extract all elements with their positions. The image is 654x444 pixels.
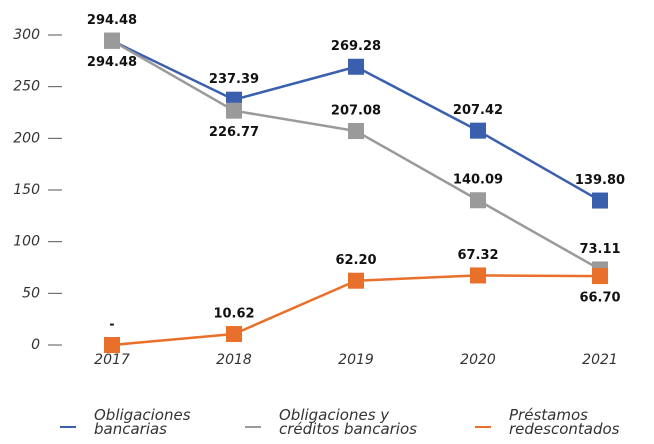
value-label: 62.20 bbox=[335, 253, 376, 268]
marker bbox=[348, 58, 364, 75]
marker bbox=[592, 192, 608, 209]
legend-item: Obligaciones y créditos bancarios bbox=[245, 398, 419, 438]
legend-label: Préstamos redescontados bbox=[509, 406, 620, 438]
marker bbox=[226, 326, 242, 343]
legend-swatch bbox=[60, 426, 76, 428]
value-label: 294.48 bbox=[87, 13, 137, 28]
x-tick-label: 2018 bbox=[216, 352, 252, 368]
value-label: 10.62 bbox=[213, 307, 254, 322]
value-label: 226.77 bbox=[209, 125, 259, 140]
marker bbox=[592, 268, 608, 285]
legend-label: Obligaciones bancarias bbox=[94, 406, 191, 438]
y-tick-label: 50 bbox=[22, 285, 40, 301]
value-label: 207.42 bbox=[453, 103, 503, 118]
value-label: 207.08 bbox=[331, 104, 381, 119]
legend-item: Obligaciones bancarias bbox=[60, 398, 234, 438]
legend-label: Obligaciones y créditos bancarios bbox=[279, 406, 417, 438]
y-tick-label: 150 bbox=[13, 182, 40, 198]
marker bbox=[104, 337, 120, 353]
marker bbox=[470, 122, 486, 139]
marker bbox=[348, 272, 364, 289]
legend-swatch bbox=[475, 426, 491, 428]
value-label: 73.11 bbox=[579, 242, 620, 257]
y-tick-label: 200 bbox=[13, 130, 40, 146]
marker bbox=[470, 267, 486, 284]
x-tick-label: 2017 bbox=[94, 352, 130, 368]
chart: 0 50 100 150 200 250 300 2017 2018 2019 2020 2021 29… bbox=[13, 13, 625, 368]
marker bbox=[348, 123, 364, 140]
x-tick-label: 2020 bbox=[460, 352, 496, 368]
y-tick-label: 100 bbox=[13, 234, 40, 250]
value-label: 67.32 bbox=[457, 248, 498, 263]
y-tick-label: 250 bbox=[13, 79, 40, 95]
y-tick-label: 300 bbox=[13, 27, 40, 43]
value-label: 139.80 bbox=[575, 173, 625, 188]
x-tick-label: 2019 bbox=[338, 352, 374, 368]
legend-swatch bbox=[245, 426, 261, 428]
value-label: 294.48 bbox=[87, 55, 137, 70]
legend-item: Préstamos redescontados bbox=[475, 398, 649, 438]
marker bbox=[104, 32, 120, 49]
value-label: 269.28 bbox=[331, 39, 381, 54]
value-label: 140.09 bbox=[453, 173, 503, 188]
x-tick-label: 2021 bbox=[582, 352, 618, 368]
legend: Obligaciones bancarias Obligaciones y cré… bbox=[0, 398, 654, 444]
y-tick-label: 0 bbox=[31, 337, 40, 353]
marker bbox=[226, 102, 242, 119]
value-label: 237.39 bbox=[209, 72, 259, 87]
value-label: 66.70 bbox=[579, 291, 620, 306]
value-label: - bbox=[109, 318, 114, 333]
marker bbox=[470, 192, 486, 209]
